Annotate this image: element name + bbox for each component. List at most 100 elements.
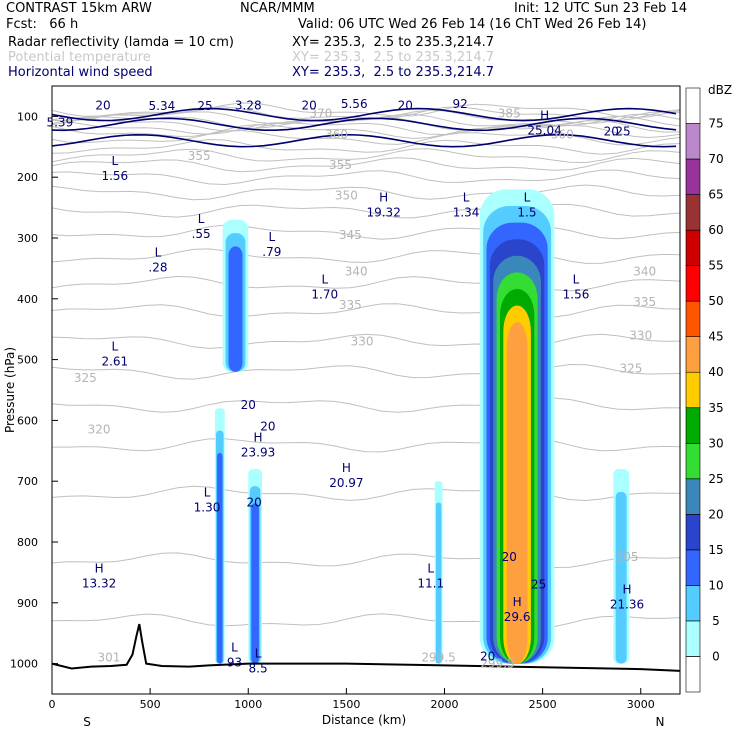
theta-label: 360 <box>325 128 348 142</box>
x-tick-label: 2000 <box>431 698 459 711</box>
colorbar-swatch <box>685 158 701 195</box>
extremum-marker: L <box>198 212 205 226</box>
extremum-marker: L <box>204 485 211 499</box>
colorbar-swatch <box>685 371 701 409</box>
wind-contour-label: 20 <box>301 98 316 112</box>
forecast-hour: Fcst: 66 h <box>6 17 79 32</box>
theta-contour-line <box>52 397 680 413</box>
colorbar-swatch <box>685 265 701 302</box>
y-tick-label: 900 <box>17 597 38 610</box>
theta-contour-line <box>52 363 680 380</box>
wind-contour-label: 20 <box>604 125 619 139</box>
y-tick-label: 1000 <box>10 658 38 671</box>
extremum-marker: L <box>111 340 118 354</box>
theta-label: 355 <box>188 149 211 163</box>
y-tick-label: 300 <box>17 232 38 245</box>
extremum-marker: L <box>321 273 328 287</box>
theta-label: 299.5 <box>421 651 455 665</box>
reflectivity-band <box>615 491 627 664</box>
theta-contour-line <box>52 124 680 139</box>
wind-contour-label: .25 <box>612 125 631 139</box>
colorbar-label: 70 <box>708 152 723 166</box>
extremum-marker: H <box>513 595 522 609</box>
theta-label: 355 <box>329 158 352 172</box>
wind-labels: 20 5.34 25 3.28 20 5.56 20 925.39.2520202020202… <box>46 97 630 663</box>
y-tick-label: 700 <box>17 475 38 488</box>
theta-labels: 385 370 360 360 355 355 350 345 340 340 335 335 330 3… <box>74 106 656 670</box>
colorbar-label: 0 <box>712 650 720 664</box>
colorbar-label: 60 <box>708 223 723 237</box>
wind-contour-label: 3.28 <box>235 98 262 112</box>
colorbar-swatch <box>685 585 701 622</box>
y-tick-label: 500 <box>17 354 38 367</box>
theta-label: 360 <box>551 128 574 142</box>
x-tick-label: 0 <box>49 698 56 711</box>
extremum-value: 93 <box>227 655 242 669</box>
theta-contour-line <box>52 148 680 164</box>
org-label: NCAR/MMM <box>240 1 315 16</box>
extremum-marker: H <box>379 191 388 205</box>
colorbar-unit: dBZ <box>708 83 732 97</box>
extremum-marker: L <box>111 154 118 168</box>
field-theta-xy: XY= 235.3, 2.5 to 235.3,214.7 <box>292 50 495 65</box>
reflectivity-band <box>506 322 528 664</box>
theta-label: 340 <box>345 264 368 278</box>
extremum-value: .79 <box>262 245 281 259</box>
y-axis-label: Pressure (hPa) <box>3 347 17 433</box>
colorbar-swatch <box>685 336 701 373</box>
extremum-marker: L <box>524 191 531 205</box>
x-tick-label: 500 <box>140 698 161 711</box>
reflectivity-band <box>251 503 259 664</box>
colorbar-swatch <box>685 87 701 124</box>
theta-label: 325 <box>619 362 642 376</box>
wind-contour-line <box>52 117 677 132</box>
theta-contour-line <box>52 613 680 629</box>
theta-label: 335 <box>339 298 362 312</box>
field-wind-xy: XY= 235.3, 2.5 to 235.3,214.7 <box>292 65 495 80</box>
colorbar-label: 30 <box>708 436 723 450</box>
colorbar-swatch <box>685 478 701 515</box>
wind-contour-label: 5.56 <box>341 97 368 111</box>
extremum-value: 23.93 <box>241 446 275 460</box>
wind-contour-label: 20 <box>95 98 110 112</box>
theta-label: 340 <box>633 264 656 278</box>
x-tick-label: 2500 <box>529 698 557 711</box>
colorbar-label: 50 <box>708 294 723 308</box>
x-axis-label: Distance (km) <box>322 713 406 727</box>
extremum-value: 2.61 <box>101 355 128 369</box>
theta-label: 350 <box>335 188 358 202</box>
colorbar-swatch <box>685 123 701 160</box>
reflectivity-cells <box>214 189 629 664</box>
extremum-value: 20.97 <box>329 476 363 490</box>
x-tick-label: 3000 <box>627 698 655 711</box>
field-reflectivity-xy: XY= 235.3, 2.5 to 235.3,214.7 <box>292 35 495 50</box>
extremum-marker: H <box>540 108 549 122</box>
extremum-marker: H <box>95 561 104 575</box>
axes: 0 500 1000 1500 2000 2500 3000 100 200 300 400 500 6… <box>10 110 655 711</box>
theta-label: 305 <box>616 550 639 564</box>
x-tick-label: 1500 <box>332 698 360 711</box>
y-tick-label: 400 <box>17 293 38 306</box>
wind-contour-label: 20 <box>260 419 275 433</box>
extremum-marker: H <box>254 431 263 445</box>
wind-contour-label: 20 <box>502 550 517 564</box>
colorbar-swatch <box>685 442 701 480</box>
model-title: CONTRAST 15km ARW <box>6 1 152 16</box>
extremum-value: 13.32 <box>82 576 116 590</box>
theta-contour-line <box>52 157 680 173</box>
x-axis-north-label: N <box>656 715 665 729</box>
theta-label: 301 <box>97 651 120 665</box>
terrain-profile <box>51 623 681 672</box>
extremum-marker: H <box>622 583 631 597</box>
theta-label: 330 <box>629 328 652 342</box>
theta-contour-line <box>52 102 680 119</box>
colorbar-swatch <box>685 229 701 266</box>
colorbar-label: 65 <box>708 188 723 202</box>
extremum-value: 1.30 <box>194 500 221 514</box>
theta-contour-line <box>52 138 680 155</box>
field-wind-name: Horizontal wind speed <box>8 65 153 80</box>
theta-contour-line <box>52 303 680 318</box>
reflectivity-band <box>435 502 442 664</box>
y-tick-label: 100 <box>17 110 38 123</box>
